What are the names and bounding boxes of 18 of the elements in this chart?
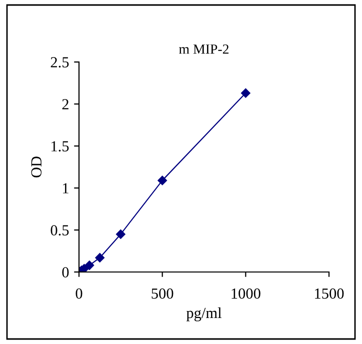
x-tick-label: 500 <box>152 288 174 299</box>
y-tick-label: 1.5 <box>52 141 69 152</box>
x-tick-label: 0 <box>76 288 82 299</box>
y-tick-label: 0.5 <box>50 225 69 236</box>
x-axis-title: pg/ml <box>186 307 222 322</box>
y-axis-title: OD <box>31 156 42 178</box>
y-tick-label: 2.5 <box>50 57 69 68</box>
y-tick-label: 1 <box>62 183 68 194</box>
chart-title: m MIP-2 <box>179 44 229 54</box>
point <box>84 260 94 270</box>
y-tick-label: 2 <box>62 99 68 110</box>
point <box>158 176 167 186</box>
point <box>95 253 104 262</box>
y-tick-label: 0 <box>62 267 69 278</box>
x-tick-label: 1000 <box>232 288 260 299</box>
point <box>241 88 250 98</box>
point <box>116 230 126 239</box>
x-tick-label: 1500 <box>315 288 344 299</box>
